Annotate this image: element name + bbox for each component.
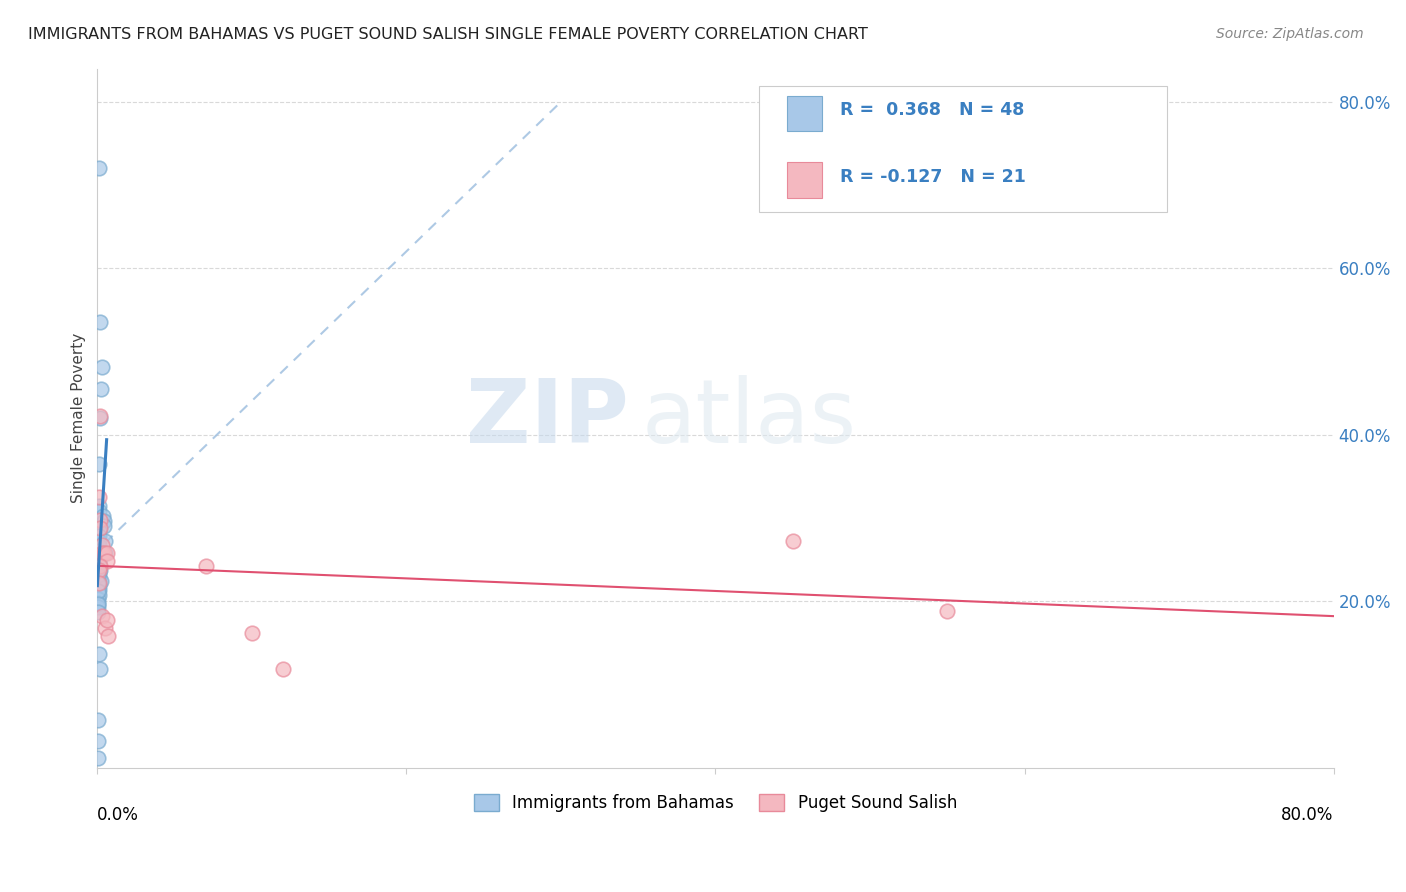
- Point: [936, 604, 959, 618]
- Point: [271, 663, 294, 677]
- Point: [87, 584, 110, 599]
- Point: [91, 538, 114, 552]
- Point: [87, 529, 110, 543]
- Point: [94, 534, 117, 549]
- Point: [89, 411, 111, 425]
- Text: 0.0%: 0.0%: [97, 806, 139, 824]
- Point: [87, 568, 110, 582]
- Point: [90, 382, 112, 396]
- Point: [89, 559, 111, 574]
- Point: [96, 546, 118, 560]
- FancyBboxPatch shape: [787, 95, 823, 131]
- Y-axis label: Single Female Poverty: Single Female Poverty: [72, 333, 86, 503]
- Text: R =  0.368   N = 48: R = 0.368 N = 48: [841, 102, 1025, 120]
- Point: [87, 750, 110, 764]
- Point: [87, 575, 110, 590]
- Point: [87, 575, 110, 590]
- Point: [91, 546, 114, 560]
- Point: [87, 588, 110, 602]
- Point: [87, 579, 110, 593]
- Point: [91, 609, 114, 624]
- Point: [240, 625, 263, 640]
- Point: [94, 546, 117, 560]
- Point: [87, 513, 110, 527]
- Point: [89, 315, 111, 329]
- Point: [89, 504, 111, 518]
- Point: [89, 563, 111, 577]
- Point: [93, 519, 115, 533]
- Text: Source: ZipAtlas.com: Source: ZipAtlas.com: [1216, 27, 1364, 41]
- Point: [87, 490, 110, 504]
- Point: [87, 734, 110, 748]
- Point: [87, 583, 110, 598]
- Text: atlas: atlas: [641, 375, 856, 462]
- Point: [89, 521, 111, 535]
- Point: [87, 457, 110, 471]
- Point: [93, 546, 115, 560]
- Point: [87, 713, 110, 727]
- Point: [87, 575, 110, 590]
- Point: [87, 539, 110, 553]
- Point: [87, 564, 110, 578]
- Point: [91, 359, 114, 374]
- Point: [87, 572, 110, 586]
- Point: [87, 596, 110, 610]
- Text: IMMIGRANTS FROM BAHAMAS VS PUGET SOUND SALISH SINGLE FEMALE POVERTY CORRELATION : IMMIGRANTS FROM BAHAMAS VS PUGET SOUND S…: [28, 27, 868, 42]
- Point: [90, 574, 112, 589]
- Point: [89, 534, 111, 549]
- Point: [97, 629, 120, 643]
- Point: [91, 509, 114, 524]
- Point: [87, 499, 110, 513]
- Point: [94, 621, 117, 635]
- Point: [87, 560, 110, 574]
- Point: [89, 551, 111, 566]
- Point: [782, 534, 804, 549]
- FancyBboxPatch shape: [759, 86, 1167, 212]
- Text: R = -0.127   N = 21: R = -0.127 N = 21: [841, 168, 1026, 186]
- Point: [96, 554, 118, 568]
- Point: [87, 523, 110, 537]
- Point: [93, 514, 115, 528]
- Point: [87, 647, 110, 661]
- Point: [87, 597, 110, 611]
- Point: [87, 591, 110, 606]
- Point: [89, 513, 111, 527]
- Text: 80.0%: 80.0%: [1281, 806, 1334, 824]
- Point: [87, 564, 110, 578]
- Point: [87, 558, 110, 573]
- Text: ZIP: ZIP: [467, 375, 628, 462]
- Point: [96, 613, 118, 627]
- Point: [87, 600, 110, 615]
- Legend: Immigrants from Bahamas, Puget Sound Salish: Immigrants from Bahamas, Puget Sound Sal…: [467, 788, 963, 819]
- Point: [87, 605, 110, 619]
- Point: [87, 544, 110, 558]
- Point: [87, 564, 110, 578]
- Point: [87, 161, 110, 176]
- Point: [89, 663, 111, 677]
- Point: [87, 549, 110, 563]
- Point: [87, 567, 110, 582]
- Point: [89, 409, 111, 424]
- FancyBboxPatch shape: [787, 162, 823, 198]
- Point: [87, 552, 110, 566]
- Point: [87, 557, 110, 571]
- Point: [194, 559, 217, 574]
